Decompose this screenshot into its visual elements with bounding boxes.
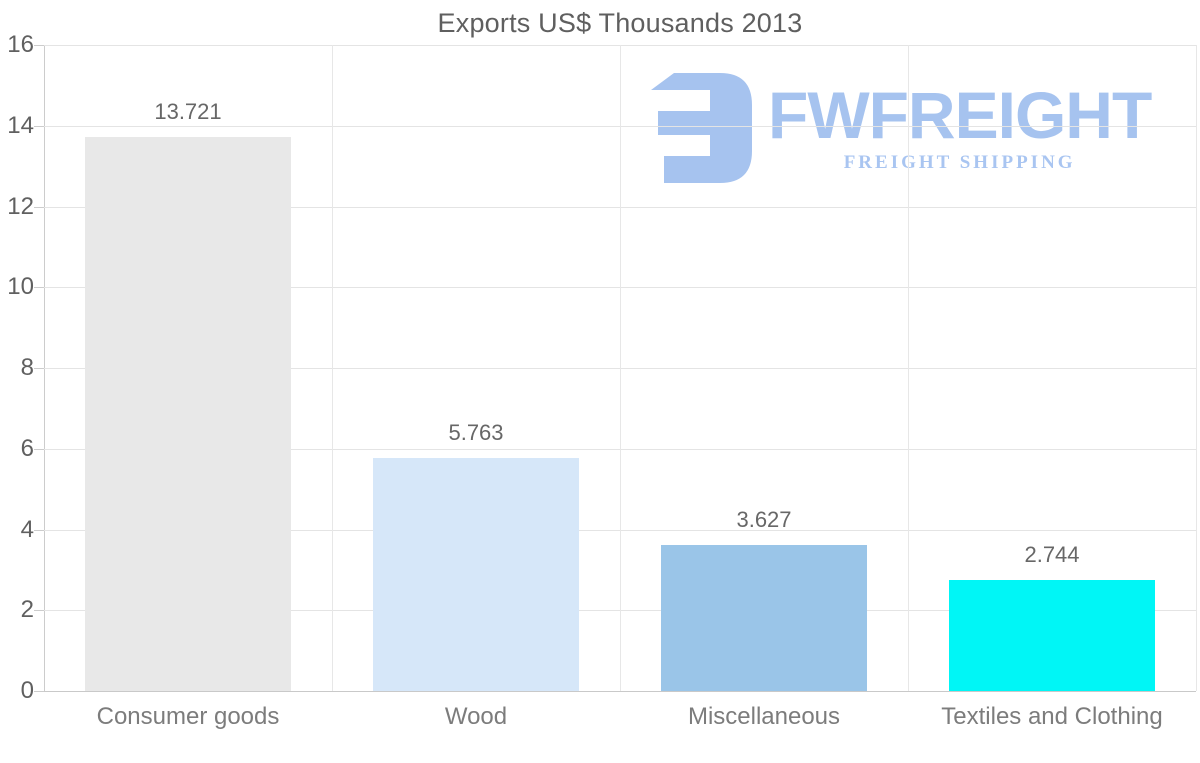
y-axis-label: 4 bbox=[20, 515, 34, 543]
y-axis-tick bbox=[34, 125, 44, 127]
bar-wood[interactable] bbox=[373, 458, 579, 691]
y-axis-label: 12 bbox=[7, 192, 34, 220]
x-axis-label: Consumer goods bbox=[96, 703, 280, 730]
bar-textiles-and-clothing[interactable] bbox=[949, 580, 1155, 691]
y-axis-tick bbox=[34, 287, 44, 289]
y-axis-tick bbox=[34, 206, 44, 208]
y-axis-tick bbox=[34, 529, 44, 531]
x-axis-label: Textiles and Clothing bbox=[941, 703, 1163, 730]
y-axis-label: 16 bbox=[7, 31, 34, 58]
fwfreight-logo-icon bbox=[651, 73, 752, 183]
gridline-vertical bbox=[332, 45, 333, 691]
x-axis-label: Miscellaneous bbox=[687, 703, 841, 730]
bar-value-label: 13.721 bbox=[154, 99, 222, 124]
bar-value-label: 2.744 bbox=[1024, 542, 1080, 567]
watermark-wordmark: FWFREIGHT bbox=[768, 78, 1152, 152]
bar-value-label: 5.763 bbox=[448, 420, 504, 445]
y-axis-tick bbox=[34, 368, 44, 369]
plot-area: 13.721 5.763 3.627 2.744 bbox=[44, 45, 1197, 692]
bar-consumer-goods[interactable] bbox=[85, 137, 291, 691]
y-axis-label: 6 bbox=[20, 434, 34, 462]
gridline-vertical bbox=[620, 45, 621, 691]
gridline-vertical bbox=[1196, 45, 1197, 691]
bar-miscellaneous[interactable] bbox=[661, 545, 867, 691]
fwfreight-watermark: FWFREIGHT FREIGHT SHIPPING bbox=[648, 73, 1152, 183]
watermark-subtitle: FREIGHT SHIPPING bbox=[843, 152, 1076, 173]
y-axis-tick bbox=[34, 45, 44, 46]
y-axis-tick bbox=[34, 610, 44, 612]
y-axis-label: 10 bbox=[7, 273, 34, 301]
x-axis-label: Wood bbox=[444, 703, 508, 730]
y-axis-label: 14 bbox=[7, 111, 34, 139]
y-axis-label: 0 bbox=[20, 677, 34, 704]
y-axis-label: 8 bbox=[20, 354, 34, 381]
y-axis-tick bbox=[34, 448, 44, 450]
gridline-horizontal bbox=[44, 691, 1196, 692]
y-axis-tick bbox=[34, 691, 44, 692]
y-axis-label: 2 bbox=[20, 596, 34, 624]
gridline-vertical bbox=[908, 45, 909, 691]
watermark-text-column: FWFREIGHT FREIGHT SHIPPING bbox=[768, 78, 1152, 174]
bar-value-label: 3.627 bbox=[736, 507, 792, 532]
chart-title: Exports US$ Thousands 2013 bbox=[437, 8, 803, 38]
